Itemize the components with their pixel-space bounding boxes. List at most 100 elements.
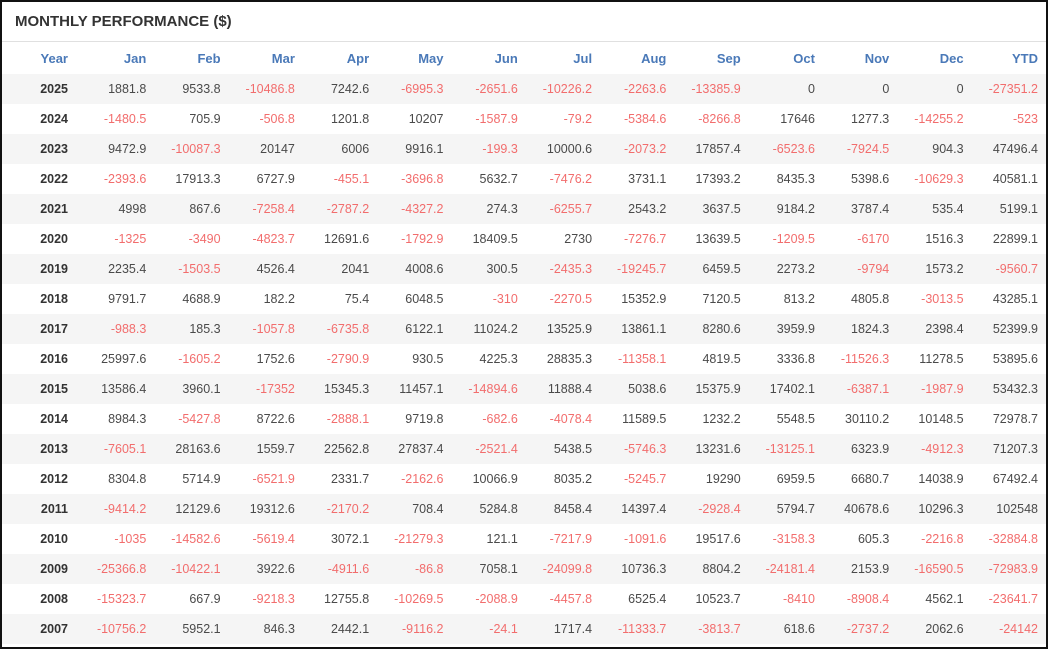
value-cell-nov: 5398.6 [851,172,890,186]
table-row-2023: 2023 9472.9 -10087.3 20147 6006 9916.1 -199.3 1… [2,134,1046,164]
value-cell-oct: 17402.1 [769,382,815,396]
value-cell-jan: -9414.2 [103,502,147,516]
value-cell-sep: 10523.7 [695,592,741,606]
value-cell-sep: 13639.5 [695,232,741,246]
value-cell-feb: 5714.9 [182,472,221,486]
value-cell-may: 708.4 [412,502,444,516]
value-cell-feb: -1605.2 [178,352,221,366]
table-row-2025: 2025 1881.8 9533.8 -10486.8 7242.6 -6995.3 -26… [2,74,1046,104]
column-header-jul: Jul [525,42,601,74]
value-cell-mar: -9218.3 [252,592,295,606]
value-cell-may: -9116.2 [402,622,444,636]
value-cell-dec: 0 [956,82,964,96]
value-cell-jan: 13586.4 [101,382,147,396]
value-cell-jan: -2393.6 [103,172,147,186]
table-row-2010: 2010 -1035 -14582.6 -5619.4 3072.1 -21279.3 12… [2,524,1046,554]
value-cell-sep: -3813.7 [698,622,741,636]
value-cell-may: 4008.6 [405,262,444,276]
value-cell-oct: -13125.1 [765,442,815,456]
value-cell-feb: 5952.1 [182,622,221,636]
value-cell-apr: 3072.1 [330,532,370,546]
year-cell: 2020 [40,232,68,246]
value-cell-feb: 12129.6 [175,502,221,516]
value-cell-aug: 6525.4 [628,592,667,606]
value-cell-dec: 2398.4 [925,322,964,336]
value-cell-oct: 3959.9 [776,322,815,336]
year-cell: 2023 [40,142,68,156]
value-cell-mar: 6727.9 [256,172,295,186]
value-cell-sep: -13385.9 [691,82,741,96]
year-cell: 2017 [40,322,68,336]
value-cell-jun: 5284.8 [479,502,518,516]
table-row-2019: 2019 2235.4 -1503.5 4526.4 2041 4008.6 300.5 -2… [2,254,1046,284]
value-cell-mar: 3922.6 [256,562,295,576]
value-cell-mar: 20147 [260,142,295,156]
value-cell-jul: -2270.5 [549,292,593,306]
value-cell-feb: -1503.5 [178,262,221,276]
value-cell-feb: 28163.6 [175,442,221,456]
value-cell-aug: -11333.7 [617,622,667,636]
value-cell-apr: -2787.2 [326,202,370,216]
value-cell-jan: 9472.9 [108,142,147,156]
table-row-2017: 2017 -988.3 185.3 -1057.8 -6735.8 6122.1 11024… [2,314,1046,344]
value-cell-sep: 1232.2 [702,412,741,426]
value-cell-jul: -24099.8 [542,562,593,576]
value-cell-ytd: 22899.1 [992,232,1038,246]
value-cell-jun: -2651.6 [475,82,518,96]
value-cell-jul: -6255.7 [549,202,593,216]
value-cell-feb: 185.3 [189,322,221,336]
value-cell-feb: 3960.1 [182,382,221,396]
value-cell-ytd: -24142 [999,622,1038,636]
year-cell: 2009 [40,562,68,576]
value-cell-apr: 6006 [341,142,370,156]
value-cell-aug: 10736.3 [621,562,667,576]
value-cell-nov: 4805.8 [851,292,890,306]
column-header-feb: Feb [154,42,229,74]
value-cell-ytd: 52399.9 [992,322,1038,336]
value-cell-mar: -6521.9 [252,472,295,486]
value-cell-jun: -2521.4 [475,442,518,456]
value-cell-jan: -15323.7 [96,592,147,606]
value-cell-apr: -2790.9 [326,352,370,366]
value-cell-nov: 6323.9 [851,442,890,456]
value-cell-aug: -19245.7 [617,262,667,276]
year-cell: 2024 [40,112,68,126]
value-cell-aug: -5746.3 [623,442,667,456]
value-cell-jun: -24.1 [489,622,518,636]
value-cell-jan: -1480.5 [103,112,147,126]
value-cell-dec: 10296.3 [918,502,964,516]
value-cell-sep: 15375.9 [695,382,741,396]
year-cell: 2016 [40,352,68,366]
value-cell-sep: 17393.2 [695,172,741,186]
value-cell-aug: 3731.1 [628,172,667,186]
value-cell-dec: 1516.3 [925,232,964,246]
value-cell-jan: 2235.4 [108,262,147,276]
value-cell-mar: 1559.7 [256,442,295,456]
value-cell-jan: -10756.2 [96,622,147,636]
value-cell-apr: 15345.3 [324,382,370,396]
value-cell-nov: -8908.4 [846,592,890,606]
value-cell-oct: 618.6 [783,622,815,636]
value-cell-sep: -2928.4 [698,502,741,516]
value-cell-may: 6048.5 [405,292,444,306]
value-cell-feb: -10422.1 [171,562,221,576]
value-cell-jun: 18409.5 [472,232,518,246]
table-row-2015: 2015 13586.4 3960.1 -17352 15345.3 11457.1 -14… [2,374,1046,404]
value-cell-ytd: 43285.1 [992,292,1038,306]
value-cell-mar: -506.8 [259,112,295,126]
value-cell-apr: -455.1 [333,172,370,186]
year-cell: 2025 [40,82,68,96]
value-cell-sep: 19290 [705,472,741,486]
value-cell-aug: 13861.1 [621,322,667,336]
value-cell-may: -2162.6 [401,472,444,486]
year-cell: 2015 [40,382,68,396]
value-cell-jan: -25366.8 [96,562,147,576]
value-cell-may: 930.5 [412,352,444,366]
year-cell: 2019 [40,262,68,276]
value-cell-dec: 1573.2 [925,262,964,276]
value-cell-jul: 8458.4 [553,502,593,516]
value-cell-mar: -1057.8 [252,322,295,336]
value-cell-nov: -6170 [857,232,890,246]
value-cell-jun: 10066.9 [472,472,518,486]
value-cell-may: 9916.1 [405,142,444,156]
